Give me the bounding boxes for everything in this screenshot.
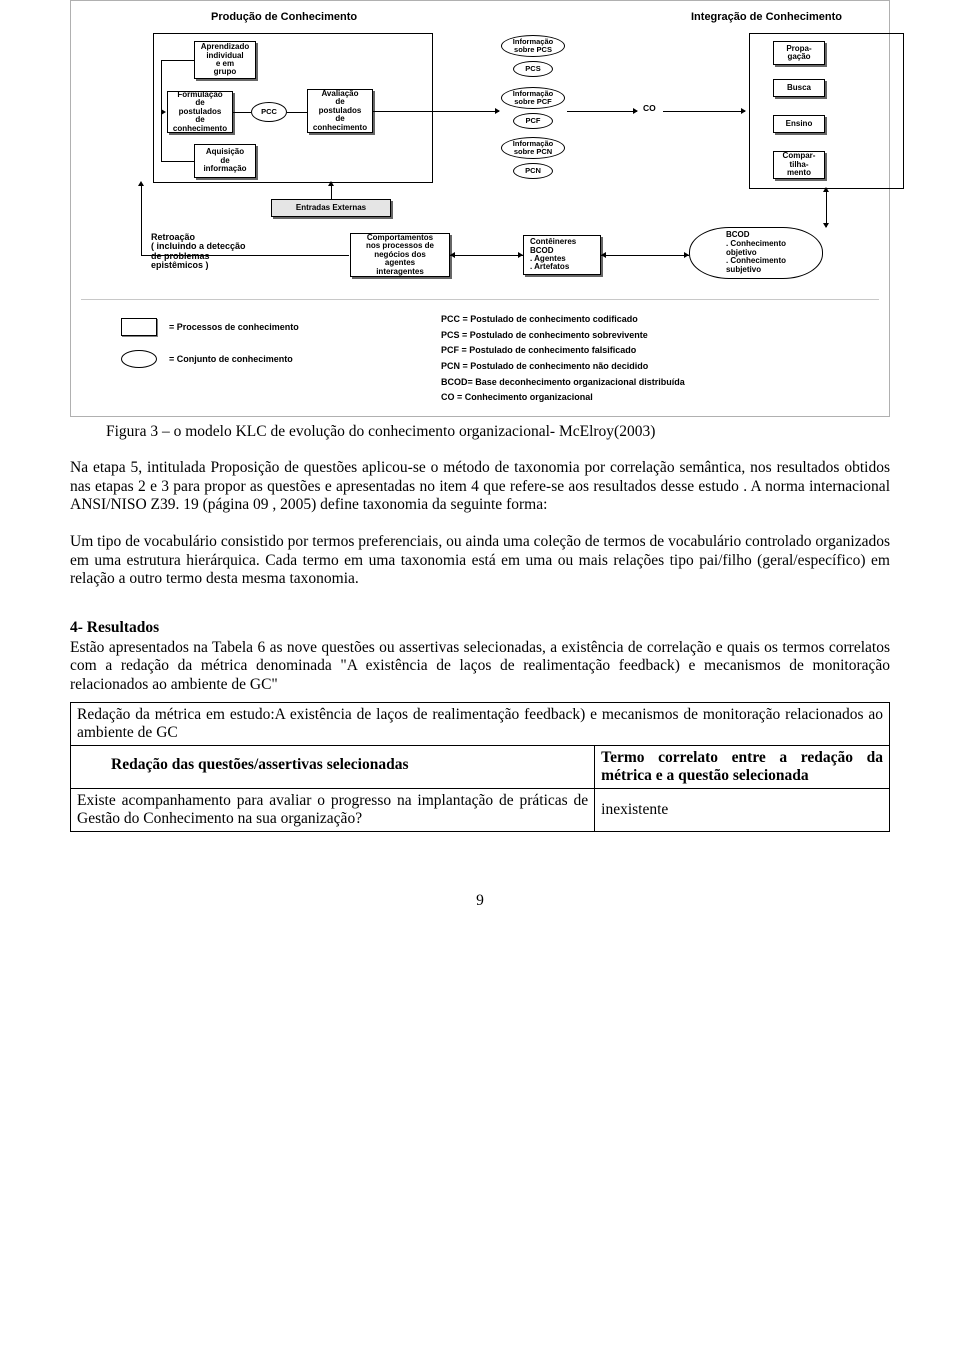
node-avaliacao: Avaliaçãodepostuladosdeconhecimento: [307, 89, 373, 133]
arrowhead-retro-up: [138, 181, 144, 186]
arrowhead-2: [633, 108, 638, 114]
arrow-aq-left: [161, 161, 194, 162]
arrow-aq-up: [161, 112, 162, 161]
arrowhead-cont-l: [601, 252, 606, 258]
node-compart: Compar-tilha-mento: [773, 151, 825, 179]
legend-oval-icon: [121, 350, 157, 368]
arrow-retro-h1: [141, 255, 349, 256]
oval-pcn-info: Informaçãosobre PCN: [501, 137, 565, 159]
arrow-aval-to-ovals: [373, 111, 499, 112]
co-label: CO: [643, 103, 656, 113]
header-production: Produção de Conhecimento: [211, 11, 357, 23]
legend-rect-icon: [121, 318, 157, 336]
node-busca: Busca: [773, 79, 825, 97]
arrowhead-ent: [328, 181, 334, 186]
paragraph-2: Um tipo de vocabulário consistido por te…: [70, 533, 890, 589]
node-entradas-externas: Entradas Externas: [271, 199, 391, 217]
legend-conj-text: = Conjunto de conhecimento: [169, 354, 293, 364]
legend-right-0: PCC = Postulado de conhecimento codifica…: [441, 314, 879, 326]
node-pcc: PCC: [251, 102, 287, 122]
legend-right-1: PCS = Postulado de conhecimento sobreviv…: [441, 330, 879, 342]
arrow-ovals-to-co: [567, 111, 637, 112]
metric-row: Redação da métrica em estudo:A existênci…: [71, 703, 890, 746]
oval-pcn: PCN: [513, 163, 553, 179]
arrowhead-comp-l: [450, 252, 455, 258]
arrow-apr-down: [161, 60, 162, 112]
section-heading: 4- Resultados: [70, 619, 890, 637]
table-row: Existe acompanhamento para avaliar o pro…: [71, 789, 890, 832]
arrowhead-integ-u: [823, 187, 829, 192]
header-integration: Integração de Conhecimento: [691, 11, 842, 23]
retroacao-label: Retroação( incluindo a detecçãode proble…: [151, 233, 246, 271]
node-aprendizado: Aprendizadoindividuale emgrupo: [194, 41, 256, 79]
arrow-pcc-to-aval: [287, 112, 307, 113]
node-formulacao: Formulaçãodepostuladosdeconhecimento: [167, 91, 233, 133]
node-ensino: Ensino: [773, 115, 825, 133]
arrowhead-integ-d: [823, 223, 829, 228]
table-header-col1: Redação das questões/assertivas selecion…: [71, 746, 595, 789]
arrow-co-to-integ: [663, 111, 745, 112]
node-conteineres: ContêineresBCOD. Agentes. Artefatos: [523, 235, 601, 275]
oval-pcs-info: Informaçãosobre PCS: [501, 35, 565, 57]
legend-right-4: BCOD= Base deconhecimento organizacional…: [441, 377, 879, 389]
legend: = Processos de conhecimento = Conjunto d…: [81, 299, 879, 408]
paragraph-1: Na etapa 5, intitulada Proposição de que…: [70, 459, 890, 515]
arrow-apr-left: [161, 60, 194, 61]
arrow-comp-cont: [450, 255, 523, 256]
arrowhead-1: [495, 108, 500, 114]
results-table: Redação da métrica em estudo:A existênci…: [70, 702, 890, 832]
table-row: Redação da métrica em estudo:A existênci…: [71, 703, 890, 746]
figure-caption: Figura 3 – o modelo KLC de evolução do c…: [106, 423, 890, 441]
oval-pcf-info: Informaçãosobre PCF: [501, 87, 565, 109]
node-propagacao: Propa-gação: [773, 41, 825, 65]
arrow-cont-bcod: [601, 255, 689, 256]
oval-pcs: PCS: [513, 61, 553, 77]
node-aquisicao: Aquisiçãodeinformação: [194, 144, 256, 178]
klc-diagram: Produção de Conhecimento Integração de C…: [70, 0, 890, 417]
table-row1-term: inexistente: [595, 789, 890, 832]
paragraph-3: Estão apresentados na Tabela 6 as nove q…: [70, 639, 890, 695]
arrowhead-comp-r: [518, 252, 523, 258]
table-header-col2: Termo correlato entre a redação da métri…: [595, 746, 890, 789]
node-comportamentos: Comportamentosnos processos denegócios d…: [350, 233, 450, 277]
arrowhead-3: [741, 108, 746, 114]
oval-pcf: PCF: [513, 113, 553, 129]
arrow-integ-down: [826, 189, 827, 227]
table-row1-question: Existe acompanhamento para avaliar o pro…: [71, 789, 595, 832]
table-row: Redação das questões/assertivas selecion…: [71, 746, 890, 789]
arrow-retro-v: [141, 183, 142, 255]
legend-right-3: PCN = Postulado de conhecimento não deci…: [441, 361, 879, 373]
page-number: 9: [70, 892, 890, 910]
legend-proc-text: = Processos de conhecimento: [169, 322, 299, 332]
arrowhead-cont-r: [684, 252, 689, 258]
legend-right-2: PCF = Postulado de conhecimento falsific…: [441, 345, 879, 357]
arrow-form-to-pcc: [233, 112, 251, 113]
node-bcod: BCOD. Conhecimentoobjetivo. Conhecimento…: [689, 227, 823, 279]
legend-right-5: CO = Conhecimento organizacional: [441, 392, 879, 404]
